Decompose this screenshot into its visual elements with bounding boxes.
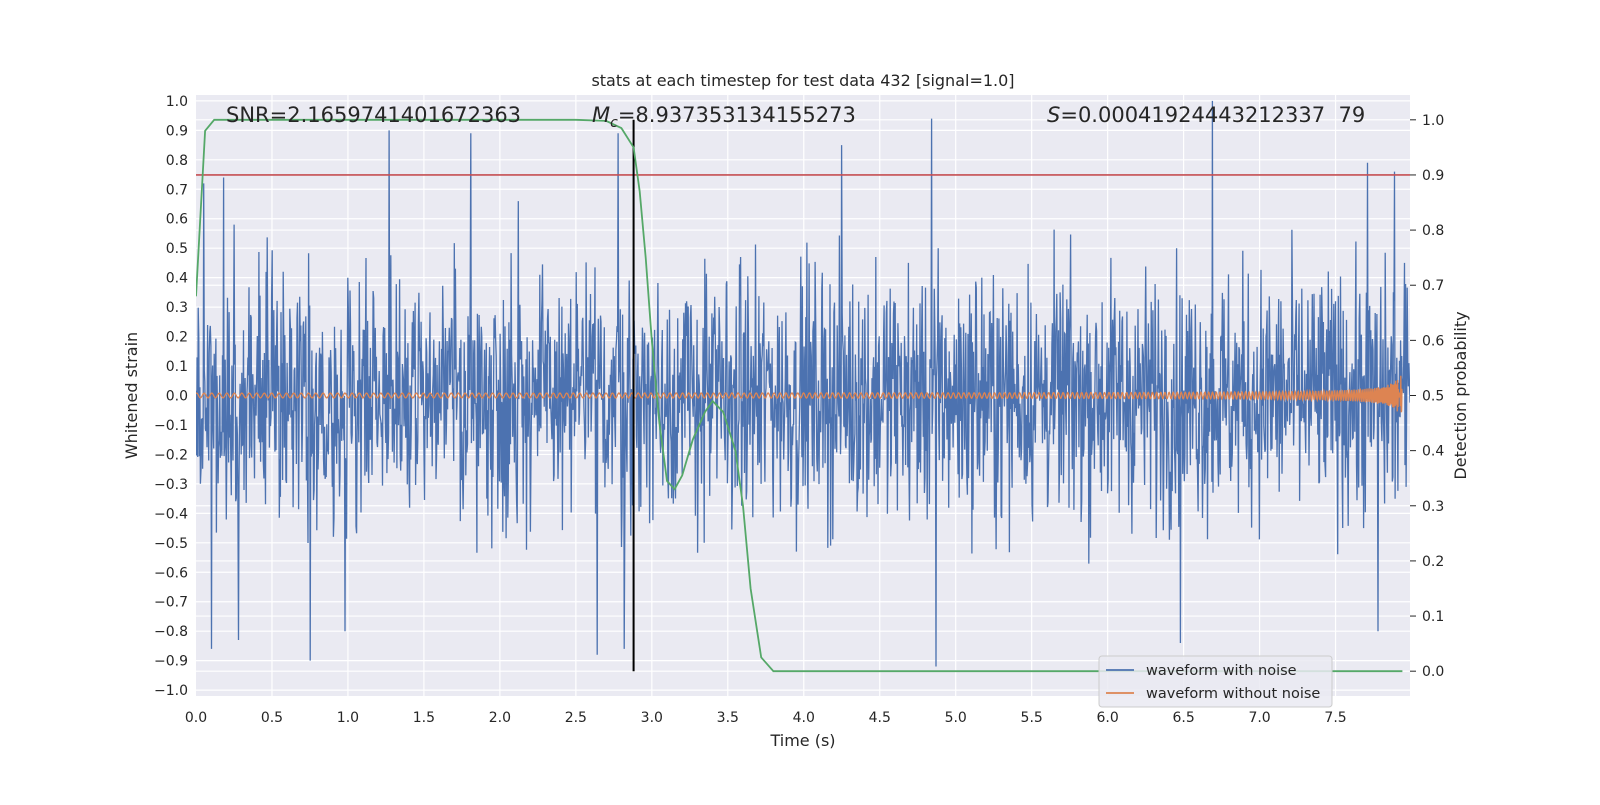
snr-annotation: SNR=2.1659741401672363 — [226, 103, 521, 127]
x-tick-label: 7.5 — [1324, 710, 1346, 726]
y-tick-label: −0.3 — [154, 477, 188, 493]
y-tick-label: 0.7 — [166, 182, 188, 198]
x-tick-label: 3.5 — [717, 710, 739, 726]
y2-tick-label: 0.3 — [1422, 499, 1444, 515]
y-tick-label: 0.1 — [166, 359, 188, 375]
y2-tick-label: 0.1 — [1422, 609, 1444, 625]
y-tick-label: 1.0 — [166, 94, 188, 110]
y2-tick-label: 0.8 — [1422, 223, 1444, 239]
y-tick-label: −0.7 — [154, 595, 188, 611]
plot-clip-group — [196, 100, 1410, 673]
y2-tick-label: 0.7 — [1422, 278, 1444, 294]
y-tick-label: −0.6 — [154, 565, 188, 581]
series-waveform-with-noise — [196, 100, 1410, 667]
chirp-mass-subscript: c — [610, 115, 618, 131]
y2-tick-label: 0.5 — [1422, 389, 1444, 405]
y-tick-label: −0.5 — [154, 536, 188, 552]
y2-tick-label: 0.9 — [1422, 168, 1444, 184]
x-tick-label: 3.0 — [641, 710, 663, 726]
x-tick-label: 1.0 — [337, 710, 359, 726]
y2-tick-label: 1.0 — [1422, 113, 1444, 129]
x-tick-label: 5.5 — [1021, 710, 1043, 726]
y-axis-label: Whitened strain — [122, 332, 141, 459]
s-value: =0.00041924443212337 79 — [1060, 103, 1365, 127]
y-tick-label: 0.8 — [166, 153, 188, 169]
y-tick-label: 0.4 — [166, 271, 188, 287]
s-symbol: S — [1047, 103, 1060, 127]
x-axis-label: Time (s) — [769, 731, 835, 750]
y-tick-label: 0.3 — [166, 300, 188, 316]
y-tick-label: −0.1 — [154, 418, 188, 434]
y2-axis-label: Detection probability — [1451, 311, 1470, 479]
chirp-mass-value: =8.937353134155273 — [618, 103, 856, 127]
y2-tick-label: 0.0 — [1422, 664, 1444, 680]
s-annotation: S=0.00041924443212337 79 — [1047, 103, 1365, 127]
x-tick-label: 2.5 — [565, 710, 587, 726]
y-tick-label: 0.0 — [166, 389, 188, 405]
x-tick-label: 1.5 — [413, 710, 435, 726]
x-tick-label: 6.0 — [1097, 710, 1119, 726]
y2-tick-label: 0.2 — [1422, 554, 1444, 570]
y-tick-label: −0.8 — [154, 624, 188, 640]
legend-box — [1098, 655, 1333, 708]
x-tick-label: 2.0 — [489, 710, 511, 726]
y-tick-label: 0.2 — [166, 330, 188, 346]
series-waveform-without-noise — [196, 375, 1403, 413]
x-tick-label: 5.0 — [945, 710, 967, 726]
y-tick-label: −0.4 — [154, 506, 188, 522]
chart-title: stats at each timestep for test data 432… — [591, 71, 1014, 90]
x-tick-label: 4.0 — [793, 710, 815, 726]
chirp-mass-symbol: M — [592, 103, 610, 127]
y-tick-label: −0.9 — [154, 654, 188, 670]
legend: waveform with noise waveform without nois… — [1098, 655, 1333, 708]
data-layer — [196, 100, 1410, 673]
y-tick-label: 0.9 — [166, 123, 188, 139]
x-tick-label: 7.0 — [1248, 710, 1270, 726]
y-tick-label: −0.2 — [154, 447, 188, 463]
chirp-mass-annotation: Mc=8.937353134155273 — [592, 103, 856, 131]
y-tick-label: 0.5 — [166, 241, 188, 257]
ticks: 0.0 0.5 1.0 1.5 2.0 2.5 3.0 3.5 4.0 4.5 5.0 5.5 6.0 6… — [154, 94, 1444, 726]
x-tick-label: 4.5 — [869, 710, 891, 726]
y2-tick-label: 0.6 — [1422, 333, 1444, 349]
x-tick-label: 6.5 — [1172, 710, 1194, 726]
y-tick-label: −1.0 — [154, 683, 188, 699]
legend-label: waveform without noise — [1146, 686, 1320, 702]
y2-tick-label: 0.4 — [1422, 444, 1444, 460]
series-detection-probability — [196, 118, 1403, 673]
y-tick-label: 0.6 — [166, 212, 188, 228]
x-tick-label: 0.0 — [185, 710, 207, 726]
x-tick-label: 0.5 — [261, 710, 283, 726]
legend-label: waveform with noise — [1146, 663, 1297, 679]
